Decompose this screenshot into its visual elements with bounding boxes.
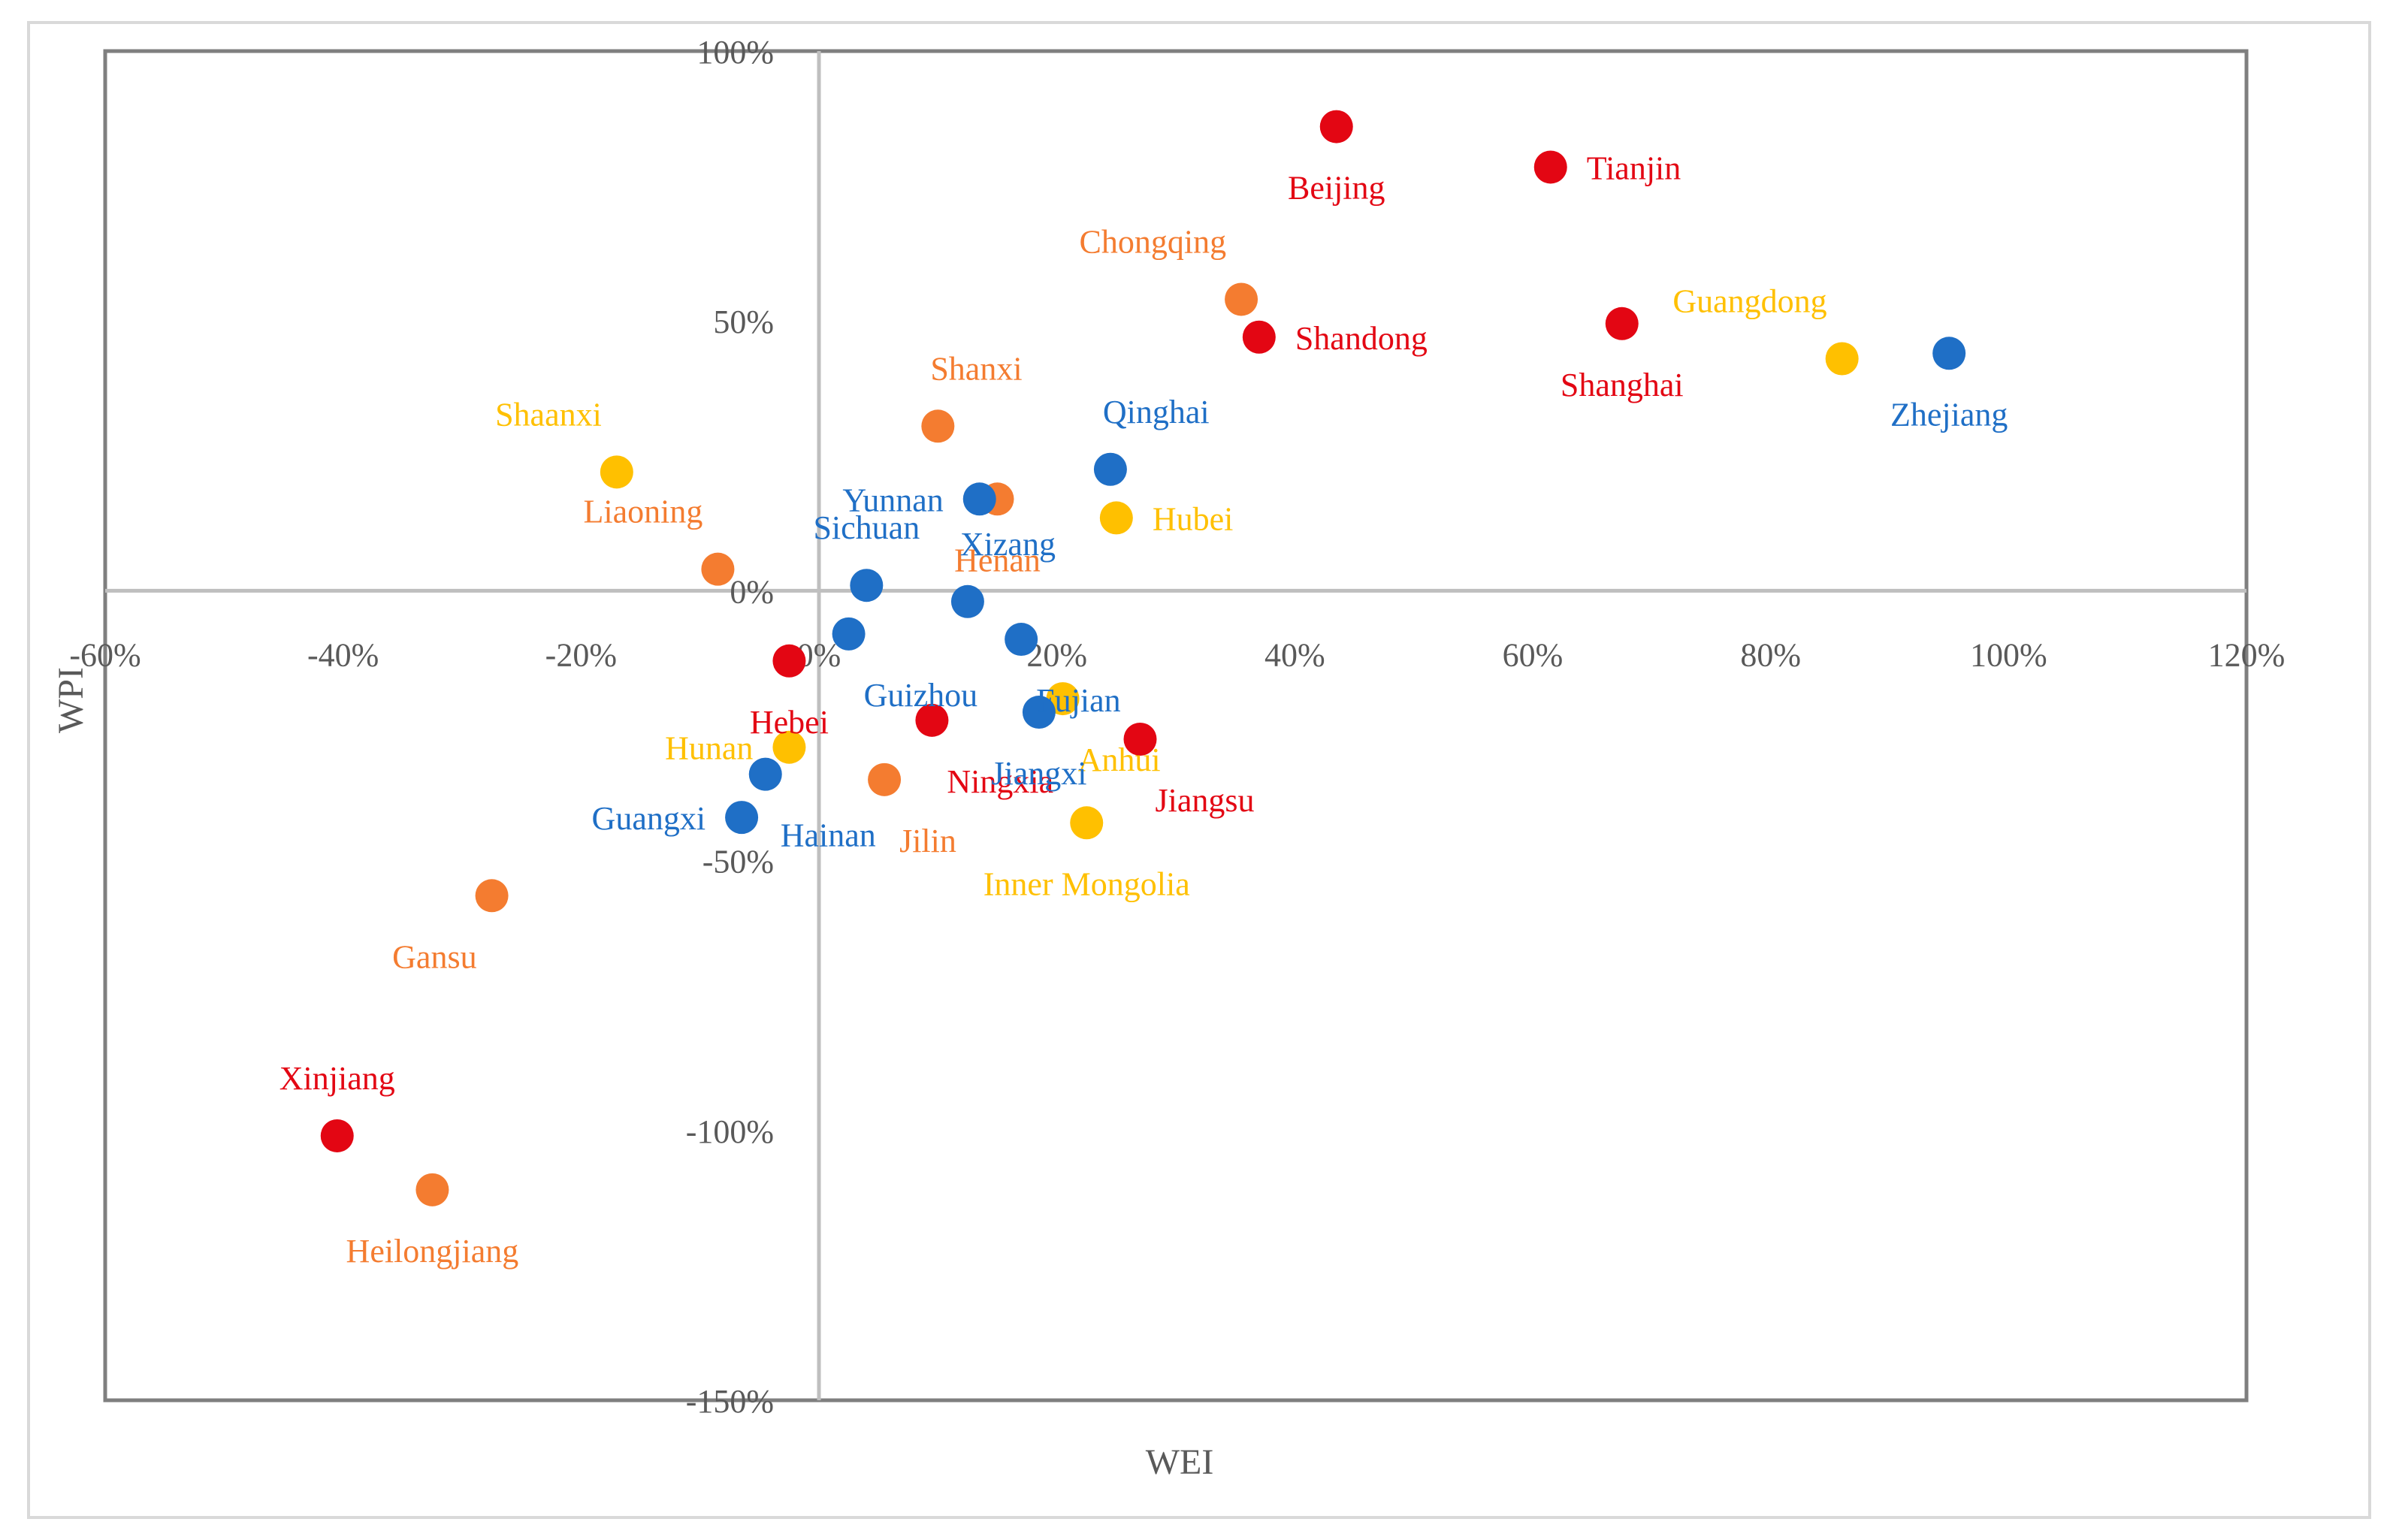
- label-henan: Henan: [954, 542, 1041, 578]
- point-jiangxi: [1022, 696, 1056, 729]
- label-beijing: Beijing: [1288, 170, 1385, 207]
- point-beijing: [1319, 110, 1353, 143]
- point-fujian: [1005, 623, 1038, 657]
- point-hunan: [772, 730, 806, 764]
- point-heilongjiang: [415, 1173, 449, 1206]
- label-hubei: Hubei: [1153, 500, 1234, 537]
- label-liaoning: Liaoning: [584, 494, 703, 530]
- x-tick-label: 60%: [1503, 636, 1564, 673]
- point-shaanxi: [600, 455, 633, 489]
- point-guangdong: [1825, 342, 1859, 376]
- point-jilin: [868, 762, 902, 796]
- label-hainan: Hainan: [781, 817, 876, 854]
- y-tick-label: -50%: [702, 844, 774, 880]
- plot-area-frame: [103, 49, 2249, 1403]
- label-hebei: Hebei: [750, 704, 829, 741]
- scatter-chart: -60% -40% -20% 0% 20% 40% 60% 80% 100% 120%100%50…: [51, 34, 2285, 1482]
- point-qinghai: [1093, 452, 1127, 486]
- label-jiangsu: Jiangsu: [1156, 782, 1255, 819]
- label-tianjin: Tianjin: [1587, 149, 1681, 186]
- point-zhejiang: [1932, 337, 1966, 370]
- label-guangxi: Guangxi: [592, 800, 706, 837]
- x-tick-label: 40%: [1264, 636, 1325, 673]
- label-anhui: Anhui: [1078, 741, 1161, 778]
- point-gansu: [475, 879, 509, 913]
- chart-frame: -60% -40% -20% 0% 20% 40% 60% 80% 100% 120% 100% 50…: [27, 21, 2371, 1519]
- x-tick-label: 80%: [1740, 636, 1801, 673]
- label-jiangxi: Jiangxi: [991, 755, 1086, 792]
- point-chongqing: [1225, 282, 1258, 316]
- point-ningxia: [915, 703, 949, 737]
- y-tick-label: -100%: [686, 1113, 774, 1150]
- point-jiangsu: [1123, 722, 1157, 756]
- x-tick-label: -40%: [307, 636, 379, 673]
- label-shaanxi: Shaanxi: [495, 396, 602, 433]
- points-layer: [320, 110, 1966, 1206]
- label-sichuan: Sichuan: [813, 509, 920, 546]
- point-hebei: [772, 644, 806, 678]
- y-tick-label: 0%: [730, 573, 774, 610]
- point-yunnan: [962, 482, 996, 516]
- label-guizhou: Guizhou: [864, 677, 978, 714]
- point-guizhou: [832, 617, 866, 651]
- label-guangdong: Guangdong: [1672, 282, 1826, 319]
- label-shanxi: Shanxi: [930, 350, 1022, 387]
- y-tick-label: 50%: [713, 303, 774, 340]
- label-shandong: Shandong: [1295, 320, 1428, 357]
- point-shandong: [1242, 320, 1276, 354]
- label-zhejiang: Zhejiang: [1890, 396, 2008, 433]
- point-xizang: [950, 584, 984, 618]
- label-fujian: Fujian: [1036, 682, 1120, 719]
- label-heilongjiang: Heilongjiang: [346, 1233, 519, 1270]
- label-inner-mongolia: Inner Mongolia: [983, 865, 1190, 902]
- label-qinghai: Qinghai: [1103, 394, 1210, 430]
- point-inner-mongolia: [1070, 806, 1104, 840]
- point-guangxi: [725, 801, 759, 835]
- x-tick-label: 100%: [1970, 636, 2047, 673]
- label-chongqing: Chongqing: [1080, 223, 1227, 260]
- point-sichuan: [850, 569, 884, 602]
- label-gansu: Gansu: [392, 938, 476, 975]
- label-xinjiang: Xinjiang: [279, 1060, 395, 1097]
- label-hunan: Hunan: [665, 730, 753, 767]
- x-tick-label: -20%: [545, 636, 617, 673]
- point-hubei: [1099, 501, 1133, 535]
- label-shanghai: Shanghai: [1561, 367, 1684, 403]
- y-tick-label: 100%: [696, 34, 774, 71]
- label-yunnan: Yunnan: [842, 482, 943, 518]
- x-tick-label: 120%: [2208, 636, 2286, 673]
- tick-labels-layer: -60% -40% -20% 0% 20% 40% 60% 80% 100% 120%100%50…: [69, 34, 2285, 1420]
- label-ningxia: Ningxia: [947, 763, 1053, 800]
- point-shanxi: [921, 409, 955, 443]
- point-labels-layer: Beijing Tianjin Shandong Shanghai Hebei Ningx…: [279, 149, 2008, 1269]
- x-axis-title: WEI: [1146, 1442, 1214, 1482]
- point-xinjiang: [320, 1119, 354, 1152]
- point-shanghai: [1605, 306, 1639, 340]
- label-xizang: Xizang: [960, 526, 1056, 563]
- axes-layer: [105, 51, 2246, 1400]
- point-liaoning: [701, 552, 735, 586]
- y-tick-label: -150%: [686, 1383, 774, 1420]
- point-tianjin: [1533, 150, 1567, 184]
- y-axis-title: WPI: [51, 667, 91, 733]
- point-hainan: [748, 757, 782, 791]
- label-jilin: Jilin: [899, 823, 956, 859]
- x-tick-label: -60%: [69, 636, 140, 673]
